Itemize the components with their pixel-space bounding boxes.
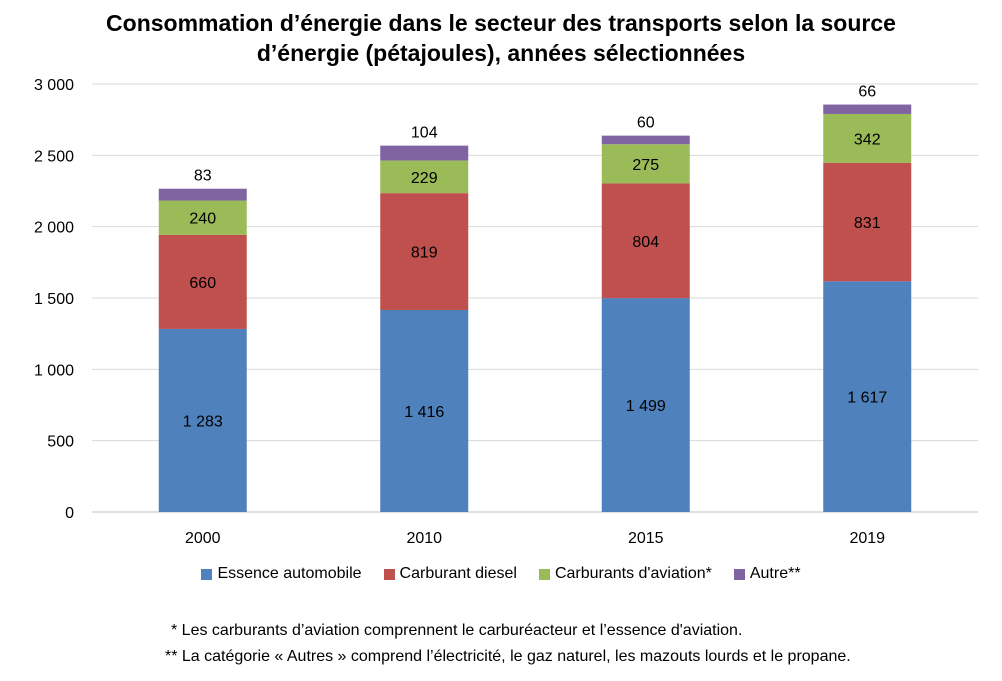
data-label-2015-1: 804 <box>632 234 659 251</box>
data-label-2019-3: 66 <box>858 84 876 101</box>
bar-segment-2015-1 <box>601 183 690 299</box>
bar-segment-2000-3 <box>158 188 247 201</box>
legend-item-essence: Essence automobile <box>201 565 362 583</box>
bar-stack-2019: 1 617 831 342 66 <box>823 84 912 512</box>
bar-segment-2019-1 <box>823 162 912 282</box>
footnote-autres: ** La catégorie « Autres » comprend l’él… <box>165 648 851 665</box>
bars: 1 283 660 240 83 1 416 819 229 104 1 499 804 275 60… <box>158 84 912 512</box>
y-axis-ticks: 0 500 1 000 1 500 2 000 2 500 3 000 <box>34 77 74 522</box>
legend-swatch-diesel <box>383 568 395 580</box>
y-tick-label: 0 <box>65 505 74 522</box>
x-tick-label-2010: 2010 <box>406 530 442 547</box>
bar-segment-2015-2 <box>601 144 690 184</box>
data-label-2000-0: 1 283 <box>183 413 223 430</box>
bar-segment-2000-2 <box>158 200 247 235</box>
x-tick-label-2019: 2019 <box>849 530 885 547</box>
footnote-aviation: * Les carburants d’aviation comprennent … <box>171 622 743 639</box>
y-tick-label: 2 500 <box>34 148 74 165</box>
bar-segment-2019-2 <box>823 113 912 163</box>
data-label-2010-2: 229 <box>411 170 438 187</box>
data-label-2019-2: 342 <box>854 131 881 148</box>
legend-swatch-essence <box>201 568 213 580</box>
legend-item-diesel: Carburant diesel <box>383 565 517 583</box>
legend-item-autre: Autre** <box>733 565 801 583</box>
bar-segment-2000-1 <box>158 234 247 329</box>
x-tick-label-2000: 2000 <box>185 530 221 547</box>
data-label-2015-3: 60 <box>637 115 655 132</box>
bar-segment-2015-0 <box>601 298 690 512</box>
chart-title: Consommation d’énergie dans le secteur d… <box>0 8 1002 68</box>
bar-segment-2010-3 <box>380 145 469 161</box>
y-tick-label: 500 <box>47 434 74 451</box>
data-label-2000-1: 660 <box>189 275 216 292</box>
legend-label-aviation: Carburants d'aviation* <box>554 565 712 582</box>
legend-label-diesel: Carburant diesel <box>399 565 517 582</box>
y-tick-label: 2 000 <box>34 220 74 237</box>
chart-title-line-1: Consommation d’énergie dans le secteur d… <box>106 10 896 36</box>
bar-segment-2015-3 <box>601 135 690 145</box>
bar-stack-2010: 1 416 819 229 104 <box>380 125 469 512</box>
data-label-2015-0: 1 499 <box>626 398 666 415</box>
data-label-2015-2: 275 <box>632 157 659 174</box>
bar-stack-2000: 1 283 660 240 83 <box>158 168 247 512</box>
legend-label-autre: Autre** <box>749 565 801 582</box>
data-label-2019-0: 1 617 <box>847 390 887 407</box>
bar-segment-2000-0 <box>158 328 247 512</box>
legend-item-aviation: Carburants d'aviation* <box>538 565 712 583</box>
bar-segment-2019-3 <box>823 104 912 114</box>
y-tick-label: 1 500 <box>34 291 74 308</box>
bar-segment-2010-1 <box>380 193 469 310</box>
data-label-2019-1: 831 <box>854 215 881 232</box>
data-label-2000-3: 83 <box>194 168 212 185</box>
data-label-2010-1: 819 <box>411 245 438 262</box>
bar-segment-2010-0 <box>380 309 469 512</box>
data-label-2010-3: 104 <box>411 125 438 142</box>
legend-label-essence: Essence automobile <box>217 565 362 582</box>
x-tick-label-2015: 2015 <box>628 530 664 547</box>
legend-swatch-autre <box>733 568 745 580</box>
stacked-bar-chart: 0 500 1 000 1 500 2 000 2 500 3 000 1 283 660 24… <box>34 77 978 547</box>
bar-segment-2010-2 <box>380 160 469 194</box>
bar-stack-2015: 1 499 804 275 60 <box>601 115 690 512</box>
bar-segment-2019-0 <box>823 281 912 512</box>
y-tick-label: 3 000 <box>34 77 74 94</box>
data-label-2010-0: 1 416 <box>404 404 444 421</box>
x-axis-ticks: 2000 2010 2015 2019 <box>185 530 885 547</box>
y-tick-label: 1 000 <box>34 362 74 379</box>
legend: Essence automobile Carburant diesel Carb… <box>0 565 1002 583</box>
data-label-2000-2: 240 <box>189 211 216 228</box>
legend-swatch-aviation <box>538 568 550 580</box>
chart-title-line-2: d’énergie (pétajoules), années sélection… <box>256 40 746 66</box>
